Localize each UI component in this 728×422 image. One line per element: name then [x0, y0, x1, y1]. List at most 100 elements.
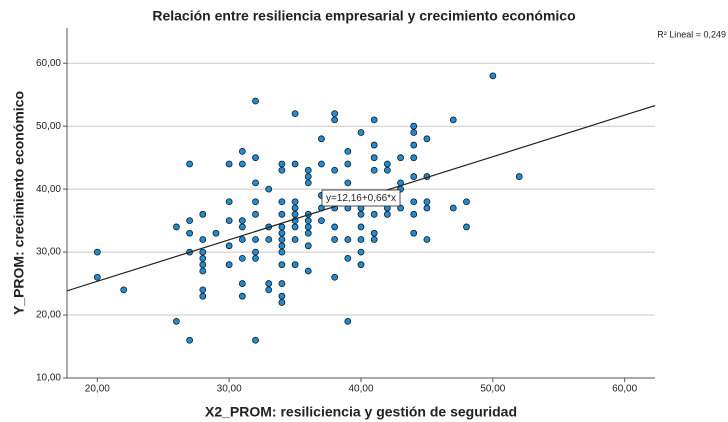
- point: [120, 286, 128, 294]
- point: [238, 254, 246, 262]
- point: [278, 299, 286, 306]
- point: [515, 173, 523, 180]
- point: [238, 280, 246, 287]
- point: [291, 110, 299, 118]
- point: [173, 317, 180, 325]
- point: [252, 154, 259, 162]
- point: [318, 135, 325, 143]
- point: [344, 254, 352, 262]
- x-tick-label: 40,00: [348, 384, 373, 395]
- point: [410, 141, 418, 149]
- point: [357, 248, 365, 256]
- x-tick-label: 30,00: [217, 384, 242, 395]
- point: [383, 210, 391, 218]
- x-tick-label: 50,00: [480, 384, 505, 395]
- point: [186, 336, 194, 344]
- point: [449, 116, 457, 124]
- point: [410, 122, 418, 130]
- point: [199, 254, 207, 262]
- point: [212, 229, 220, 237]
- point: [489, 72, 497, 80]
- point: [383, 160, 391, 168]
- point: [225, 261, 233, 269]
- point: [278, 210, 286, 218]
- point: [304, 267, 312, 275]
- point: [410, 129, 418, 136]
- point: [252, 254, 259, 262]
- plot-area: 10,00 20,00 30,00 40,00 50,00 60,00 20,00 30,00…: [36, 28, 655, 395]
- point: [186, 160, 194, 168]
- point: [397, 154, 404, 162]
- point: [225, 160, 233, 168]
- point: [265, 236, 273, 243]
- x-axis-title: X2_PROM: resiliciencia y gestión de segu…: [205, 404, 517, 420]
- point: [423, 204, 431, 212]
- point: [238, 217, 246, 225]
- y-tick-label: 60,00: [36, 58, 61, 69]
- r2-label: R² Lineal = 0,249: [657, 29, 726, 39]
- x-tick-label: 20,00: [85, 384, 110, 395]
- point: [331, 236, 339, 243]
- point: [357, 223, 365, 231]
- point: [423, 236, 431, 243]
- point: [304, 173, 312, 180]
- chart-title: Relación entre resiliencia empresarial y…: [152, 8, 575, 24]
- point: [265, 286, 273, 294]
- point: [199, 261, 207, 269]
- point: [318, 217, 325, 225]
- point: [225, 198, 233, 206]
- point: [370, 166, 378, 174]
- point: [238, 292, 246, 300]
- point: [331, 166, 339, 174]
- point: [304, 223, 312, 231]
- point: [93, 273, 101, 281]
- point: [252, 236, 259, 243]
- point: [370, 116, 378, 124]
- point: [410, 229, 418, 237]
- point: [199, 248, 207, 256]
- y-tick-label: 10,00: [36, 373, 61, 384]
- point: [410, 198, 418, 206]
- point: [278, 236, 286, 243]
- point: [278, 166, 286, 174]
- point: [278, 229, 286, 237]
- point: [291, 236, 299, 243]
- point: [449, 204, 457, 212]
- x-tick-label: 60,00: [612, 384, 637, 395]
- fit-label: y=12,16+0,66*x: [326, 193, 396, 204]
- point: [225, 217, 233, 225]
- point: [238, 160, 246, 168]
- point: [331, 273, 339, 281]
- point: [331, 223, 339, 231]
- point: [252, 336, 259, 344]
- point: [344, 179, 352, 187]
- point: [186, 229, 194, 237]
- point: [199, 286, 207, 294]
- point: [278, 160, 286, 168]
- point: [463, 198, 470, 206]
- point: [291, 198, 299, 206]
- point: [423, 198, 431, 206]
- point: [344, 160, 352, 168]
- point: [93, 248, 101, 256]
- point: [344, 236, 352, 243]
- point: [370, 229, 378, 237]
- point: [383, 166, 391, 174]
- point: [278, 198, 286, 206]
- fit-label-box: [321, 189, 401, 207]
- point: [199, 236, 207, 243]
- point: [199, 292, 207, 300]
- point: [410, 154, 418, 162]
- point: [423, 135, 431, 143]
- point: [344, 317, 352, 325]
- point: [370, 210, 378, 218]
- point: [291, 223, 299, 231]
- point: [238, 147, 246, 155]
- point: [331, 110, 339, 118]
- point: [291, 204, 299, 212]
- point: [238, 223, 246, 231]
- point: [225, 242, 233, 250]
- point: [278, 242, 286, 250]
- point: [252, 198, 259, 206]
